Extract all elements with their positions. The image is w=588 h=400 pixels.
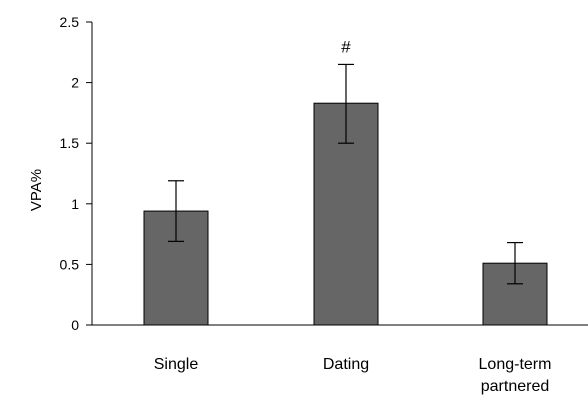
error-bar [507,241,523,285]
y-tick-label: 2.5 [60,14,80,30]
y-axis: 0 0.5 1 1.5 2 2.5 [60,14,93,333]
error-bars [168,63,523,285]
x-tick-label: Single [154,356,199,373]
y-tick-label: 0.5 [60,256,80,272]
y-axis-title: VPA% [28,169,45,211]
error-bar [168,180,184,242]
x-tick-label: Dating [323,356,369,373]
x-axis: Single Dating Long-term partnered [92,324,588,395]
annotations: # [341,37,351,56]
y-tick-label: 0 [71,317,79,333]
y-tick-label: 1 [71,196,79,212]
significance-marker: # [341,37,351,56]
y-tick-label: 1.5 [60,135,80,151]
x-tick-label: Long-term partnered [479,356,552,395]
error-bar [338,63,354,144]
y-tick-label: 2 [71,75,79,91]
